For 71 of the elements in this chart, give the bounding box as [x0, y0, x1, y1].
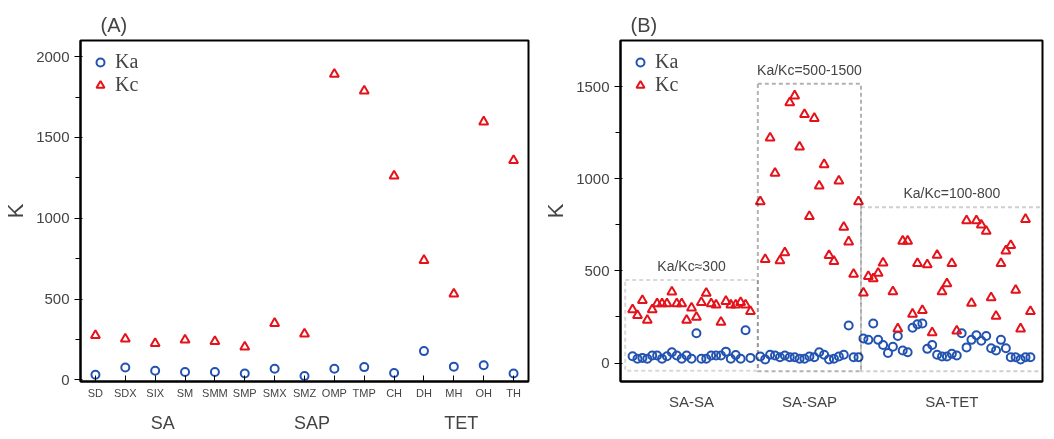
- y-axis-title: K: [543, 203, 569, 219]
- x-tick-label: SDX: [113, 386, 138, 399]
- y-tick-label: 1500: [576, 77, 610, 95]
- x-tick-label: TMP: [352, 386, 376, 399]
- point: [448, 287, 460, 298]
- point: [478, 115, 490, 126]
- y-tick-label: 500: [44, 290, 70, 308]
- x-tick-label: SMP: [232, 386, 257, 399]
- point: [150, 365, 161, 376]
- point: [209, 366, 220, 377]
- text: SAP: [293, 412, 330, 433]
- point: [239, 340, 251, 351]
- y-tick-label: 1500: [36, 128, 70, 146]
- text: TET: [444, 412, 479, 433]
- x-tick-label: DH: [416, 386, 432, 399]
- legend-label: Kc: [655, 73, 679, 96]
- legend-label: Ka: [115, 50, 139, 73]
- annotation: Ka/Kc=500-1500: [757, 61, 862, 78]
- x-tick-label: SA-SAP: [781, 392, 837, 410]
- point: [359, 362, 370, 373]
- point: [179, 333, 191, 344]
- text: SA: [150, 412, 175, 433]
- y-tick-label: 500: [584, 261, 610, 279]
- y-tick-label: 2000: [36, 47, 70, 65]
- y-tick-label: 1000: [576, 169, 610, 187]
- point: [89, 329, 101, 340]
- point: [508, 368, 519, 379]
- x-tick-label: TH: [506, 386, 521, 399]
- point: [389, 367, 400, 378]
- y-tick-label: 0: [61, 370, 70, 388]
- x-tick-label: MH: [445, 386, 463, 399]
- x-tick-label: SA-SA: [669, 392, 715, 410]
- point: [328, 68, 340, 78]
- point: [329, 363, 340, 374]
- point: [119, 332, 131, 343]
- x-tick-label: OMP: [321, 386, 347, 399]
- point: [418, 346, 429, 357]
- point: [418, 254, 430, 264]
- y-tick-label: 1000: [36, 209, 70, 227]
- legend-label: Kc: [115, 73, 139, 96]
- legend-label: Ka: [655, 50, 679, 73]
- x-tick-label: SA-TET: [925, 392, 979, 410]
- x-tick-label: SD: [87, 386, 104, 399]
- point: [239, 368, 250, 379]
- y-axis-title: K: [3, 203, 29, 219]
- point: [209, 335, 221, 346]
- point: [478, 360, 489, 371]
- point: [388, 169, 400, 180]
- annotation: Ka/Kc≈300: [657, 257, 726, 274]
- point: [358, 84, 370, 95]
- x-tick-label: SIX: [146, 386, 165, 399]
- x-tick-label: OH: [475, 386, 493, 399]
- x-tick-label: SMX: [262, 386, 288, 399]
- point: [180, 366, 191, 377]
- x-tick-label: CH: [386, 386, 403, 399]
- point: [269, 363, 280, 374]
- point: [269, 317, 281, 327]
- point: [448, 361, 459, 372]
- x-tick-label: SM: [176, 386, 194, 399]
- chart-title: (A): [100, 13, 128, 36]
- point: [299, 371, 310, 381]
- x-tick-label: SMM: [202, 386, 228, 399]
- x-tick-label: SMZ: [292, 386, 317, 399]
- y-tick-label: 0: [601, 354, 610, 372]
- point: [120, 362, 131, 373]
- point: [149, 337, 161, 348]
- annotation: Ka/Kc=100-800: [903, 185, 1001, 202]
- point: [90, 369, 101, 380]
- point: [508, 154, 520, 165]
- chart-title: (B): [630, 13, 658, 36]
- point: [299, 327, 310, 338]
